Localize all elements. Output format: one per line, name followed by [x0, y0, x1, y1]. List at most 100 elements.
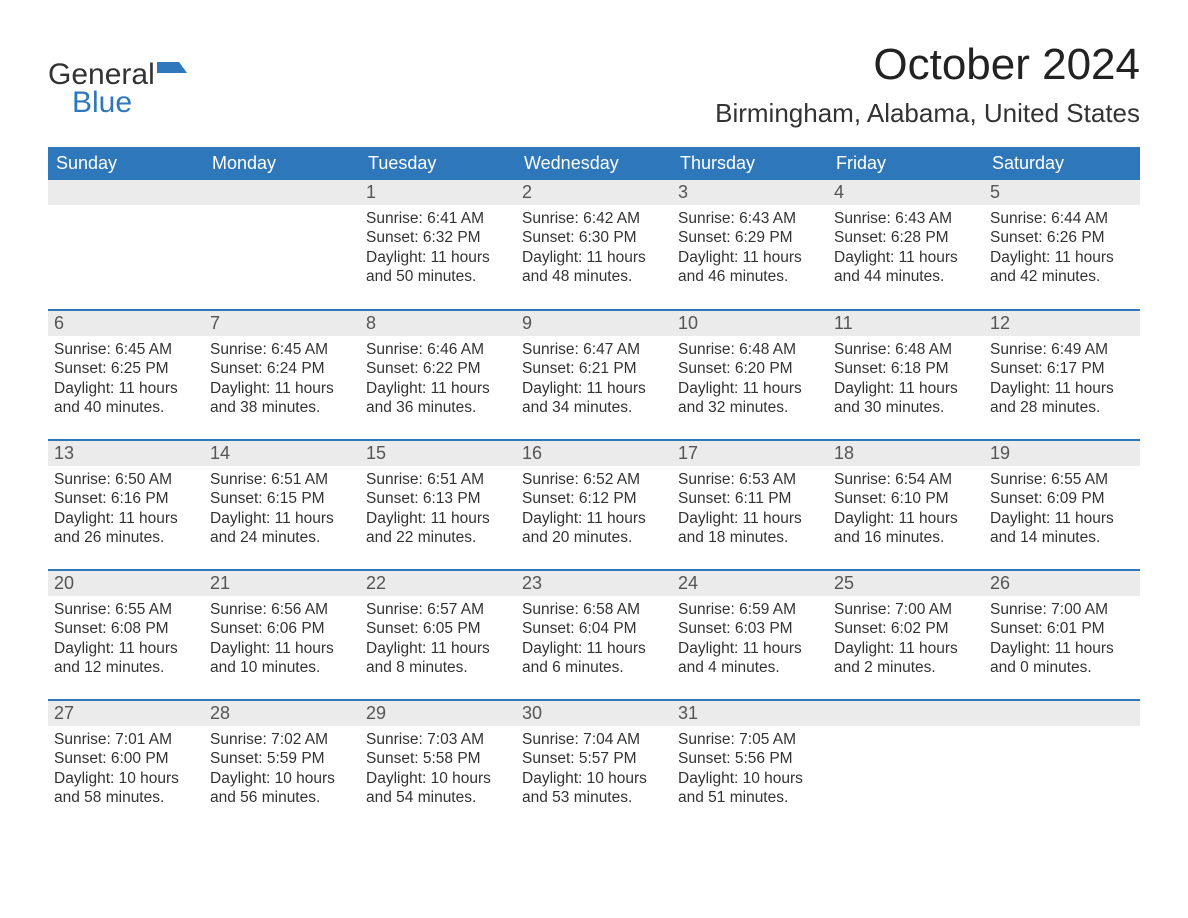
day-details: Sunrise: 6:52 AMSunset: 6:12 PMDaylight:… — [516, 466, 672, 552]
calendar-day-cell: 17Sunrise: 6:53 AMSunset: 6:11 PMDayligh… — [672, 440, 828, 570]
day-details: Sunrise: 6:53 AMSunset: 6:11 PMDaylight:… — [672, 466, 828, 552]
daylight-text: Daylight: 11 hours and 6 minutes. — [522, 639, 668, 678]
day-number: 31 — [672, 701, 828, 726]
sunset-text: Sunset: 6:30 PM — [522, 228, 668, 247]
calendar-day-cell: 1Sunrise: 6:41 AMSunset: 6:32 PMDaylight… — [360, 180, 516, 310]
calendar-day-cell: 29 Sunrise: 7:03 AMSunset: 5:58 PMDayligh… — [360, 700, 516, 830]
daylight-text: Daylight: 11 hours and 50 minutes. — [366, 248, 512, 287]
calendar-day-cell — [48, 180, 204, 310]
day-details: Sunrise: 6:56 AMSunset: 6:06 PMDaylight:… — [204, 596, 360, 682]
day-header: Friday — [828, 147, 984, 180]
day-details: Sunrise: 7:04 AMSunset: 5:57 PMDaylight:… — [516, 726, 672, 812]
sunrise-text: Sunrise: 6:45 AM — [210, 340, 356, 359]
sunset-text: Sunset: 6:26 PM — [990, 228, 1136, 247]
day-number: 4 — [828, 180, 984, 205]
sunrise-text: Sunrise: 6:45 AM — [54, 340, 200, 359]
day-details: Sunrise: 7:00 AMSunset: 6:01 PMDaylight:… — [984, 596, 1140, 682]
sunrise-text: Sunrise: 6:42 AM — [522, 209, 668, 228]
day-number: 26 — [984, 571, 1140, 596]
daylight-text: Daylight: 11 hours and 20 minutes. — [522, 509, 668, 548]
day-details: Sunrise: 6:49 AMSunset: 6:17 PMDaylight:… — [984, 336, 1140, 422]
title-block: October 2024 Birmingham, Alabama, United… — [715, 40, 1140, 129]
day-number: 17 — [672, 441, 828, 466]
sunrise-text: Sunrise: 6:59 AM — [678, 600, 824, 619]
day-number: 5 — [984, 180, 1140, 205]
sunrise-text: Sunrise: 6:58 AM — [522, 600, 668, 619]
sunrise-text: Sunrise: 6:55 AM — [990, 470, 1136, 489]
calendar-table: Sunday Monday Tuesday Wednesday Thursday… — [48, 147, 1140, 830]
calendar-week-row: 1Sunrise: 6:41 AMSunset: 6:32 PMDaylight… — [48, 180, 1140, 310]
calendar-day-cell: 19Sunrise: 6:55 AMSunset: 6:09 PMDayligh… — [984, 440, 1140, 570]
calendar-day-cell: 22Sunrise: 6:57 AMSunset: 6:05 PMDayligh… — [360, 570, 516, 700]
calendar-day-cell: 3Sunrise: 6:43 AMSunset: 6:29 PMDaylight… — [672, 180, 828, 310]
calendar-day-cell: 26Sunrise: 7:00 AMSunset: 6:01 PMDayligh… — [984, 570, 1140, 700]
daylight-text: Daylight: 10 hours and 53 minutes. — [522, 769, 668, 808]
calendar-day-cell: 5Sunrise: 6:44 AMSunset: 6:26 PMDaylight… — [984, 180, 1140, 310]
day-number: 27 — [48, 701, 204, 726]
day-number: 23 — [516, 571, 672, 596]
daylight-text: Daylight: 10 hours and 54 minutes. — [366, 769, 512, 808]
sunrise-text: Sunrise: 6:48 AM — [834, 340, 980, 359]
day-number: 3 — [672, 180, 828, 205]
daylight-text: Daylight: 11 hours and 28 minutes. — [990, 379, 1136, 418]
day-details: Sunrise: 6:58 AMSunset: 6:04 PMDaylight:… — [516, 596, 672, 682]
calendar-day-cell: 25Sunrise: 7:00 AMSunset: 6:02 PMDayligh… — [828, 570, 984, 700]
calendar-day-cell: 15Sunrise: 6:51 AMSunset: 6:13 PMDayligh… — [360, 440, 516, 570]
calendar-day-cell — [984, 700, 1140, 830]
day-number: 25 — [828, 571, 984, 596]
day-details: Sunrise: 6:51 AMSunset: 6:13 PMDaylight:… — [360, 466, 516, 552]
calendar-day-cell — [204, 180, 360, 310]
day-details: Sunrise: 6:46 AMSunset: 6:22 PMDaylight:… — [360, 336, 516, 422]
location-title: Birmingham, Alabama, United States — [715, 98, 1140, 129]
sunset-text: Sunset: 6:12 PM — [522, 489, 668, 508]
sunrise-text: Sunrise: 6:47 AM — [522, 340, 668, 359]
daylight-text: Daylight: 10 hours and 56 minutes. — [210, 769, 356, 808]
day-number — [204, 180, 360, 205]
sunrise-text: Sunrise: 6:57 AM — [366, 600, 512, 619]
sunset-text: Sunset: 6:13 PM — [366, 489, 512, 508]
day-number: 30 — [516, 701, 672, 726]
sunset-text: Sunset: 6:11 PM — [678, 489, 824, 508]
calendar-day-cell: 10Sunrise: 6:48 AMSunset: 6:20 PMDayligh… — [672, 310, 828, 440]
calendar-day-cell: 2Sunrise: 6:42 AMSunset: 6:30 PMDaylight… — [516, 180, 672, 310]
day-details: Sunrise: 6:47 AMSunset: 6:21 PMDaylight:… — [516, 336, 672, 422]
daylight-text: Daylight: 11 hours and 0 minutes. — [990, 639, 1136, 678]
sunrise-text: Sunrise: 6:52 AM — [522, 470, 668, 489]
logo-text-blue: Blue — [72, 88, 187, 118]
header-region: General Blue October 2024 Birmingham, Al… — [48, 40, 1140, 129]
calendar-day-cell: 31Sunrise: 7:05 AMSunset: 5:56 PMDayligh… — [672, 700, 828, 830]
day-number: 22 — [360, 571, 516, 596]
day-header: Saturday — [984, 147, 1140, 180]
daylight-text: Daylight: 11 hours and 46 minutes. — [678, 248, 824, 287]
sunset-text: Sunset: 5:58 PM — [366, 749, 512, 768]
day-details: Sunrise: 6:43 AMSunset: 6:28 PMDaylight:… — [828, 205, 984, 291]
day-details: Sunrise: 6:54 AMSunset: 6:10 PMDaylight:… — [828, 466, 984, 552]
sunset-text: Sunset: 5:56 PM — [678, 749, 824, 768]
day-number: 29 — [360, 701, 516, 726]
calendar-day-cell: 28Sunrise: 7:02 AMSunset: 5:59 PMDayligh… — [204, 700, 360, 830]
day-number — [984, 701, 1140, 726]
day-details: Sunrise: 6:48 AMSunset: 6:20 PMDaylight:… — [672, 336, 828, 422]
day-number: 11 — [828, 311, 984, 336]
calendar-day-cell: 18Sunrise: 6:54 AMSunset: 6:10 PMDayligh… — [828, 440, 984, 570]
day-details: Sunrise: 6:43 AMSunset: 6:29 PMDaylight:… — [672, 205, 828, 291]
calendar-day-cell: 11Sunrise: 6:48 AMSunset: 6:18 PMDayligh… — [828, 310, 984, 440]
day-details: Sunrise: 6:55 AMSunset: 6:09 PMDaylight:… — [984, 466, 1140, 552]
calendar-week-row: 6Sunrise: 6:45 AMSunset: 6:25 PMDaylight… — [48, 310, 1140, 440]
daylight-text: Daylight: 11 hours and 36 minutes. — [366, 379, 512, 418]
sunrise-text: Sunrise: 6:44 AM — [990, 209, 1136, 228]
day-number: 6 — [48, 311, 204, 336]
daylight-text: Daylight: 11 hours and 16 minutes. — [834, 509, 980, 548]
sunset-text: Sunset: 5:59 PM — [210, 749, 356, 768]
day-number: 24 — [672, 571, 828, 596]
calendar-day-cell: 23Sunrise: 6:58 AMSunset: 6:04 PMDayligh… — [516, 570, 672, 700]
day-number: 2 — [516, 180, 672, 205]
day-number: 18 — [828, 441, 984, 466]
calendar-day-cell: 20Sunrise: 6:55 AMSunset: 6:08 PMDayligh… — [48, 570, 204, 700]
month-title: October 2024 — [715, 40, 1140, 90]
daylight-text: Daylight: 10 hours and 51 minutes. — [678, 769, 824, 808]
sunrise-text: Sunrise: 7:03 AM — [366, 730, 512, 749]
day-details: Sunrise: 6:57 AMSunset: 6:05 PMDaylight:… — [360, 596, 516, 682]
daylight-text: Daylight: 11 hours and 10 minutes. — [210, 639, 356, 678]
day-number — [828, 701, 984, 726]
